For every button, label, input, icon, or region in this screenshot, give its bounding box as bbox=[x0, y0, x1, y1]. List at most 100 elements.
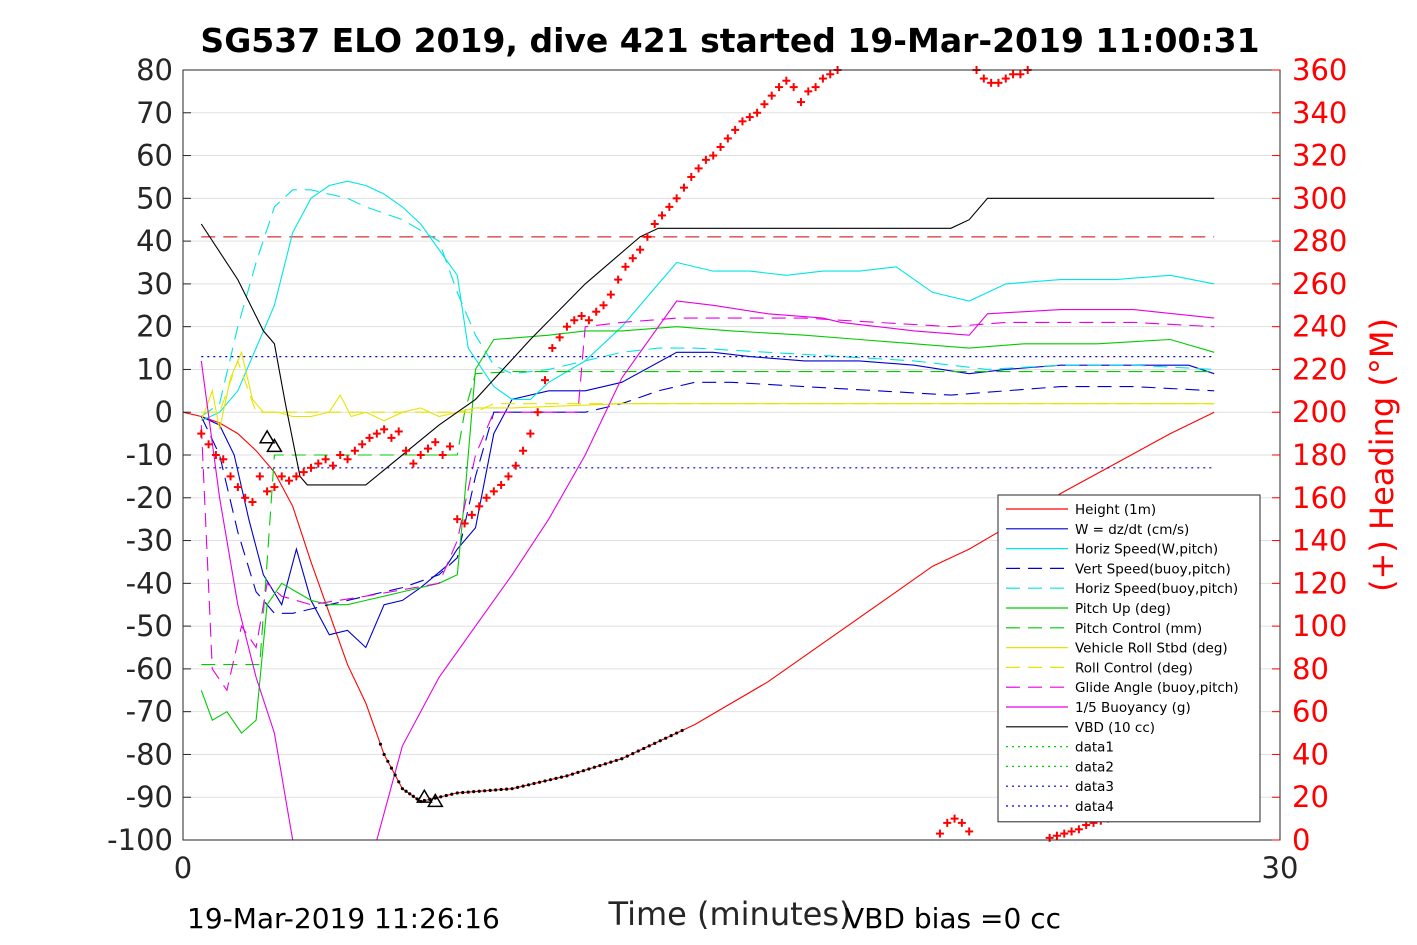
heading-marker bbox=[628, 254, 637, 263]
legend-box bbox=[997, 494, 1261, 823]
left-tick-label: 10 bbox=[136, 352, 173, 386]
heading-marker bbox=[277, 472, 286, 481]
heading-marker bbox=[1067, 827, 1076, 836]
heading-marker bbox=[1016, 70, 1025, 79]
series-glide-angle-buoy-pitch bbox=[200, 317, 1215, 692]
height-sample-dot bbox=[444, 793, 448, 798]
x-axis-ticks: 0 30 bbox=[174, 832, 1299, 885]
heading-marker bbox=[672, 194, 681, 203]
heading-marker bbox=[402, 446, 411, 455]
heading-marker bbox=[438, 451, 447, 459]
left-tick-label: -50 bbox=[126, 609, 173, 643]
height-sample-dot bbox=[592, 765, 596, 769]
heading-marker bbox=[489, 487, 498, 496]
heading-marker bbox=[731, 125, 740, 134]
height-sample-dot bbox=[393, 773, 397, 777]
legend-entry: data3 bbox=[1006, 779, 1114, 795]
heading-marker bbox=[394, 427, 403, 436]
heading-marker bbox=[614, 275, 623, 284]
right-axis-label: (+) Heading (°M) bbox=[1363, 318, 1401, 592]
height-sample-dot bbox=[526, 783, 531, 787]
heading-marker bbox=[306, 463, 315, 472]
height-sample-dot bbox=[532, 781, 536, 786]
height-sample-dot bbox=[488, 788, 492, 792]
left-tick-label: 30 bbox=[136, 267, 173, 301]
legend-entry: data2 bbox=[1006, 759, 1114, 775]
height-sample-dot bbox=[389, 766, 394, 770]
heading-marker bbox=[548, 344, 557, 353]
height-sample-dot bbox=[680, 728, 684, 733]
left-tick-label: -100 bbox=[107, 823, 173, 857]
heading-marker bbox=[460, 519, 469, 528]
heading-marker bbox=[1082, 821, 1091, 830]
height-sample-dot bbox=[587, 767, 591, 771]
right-tick-label: 340 bbox=[1292, 96, 1347, 130]
height-sample-dot bbox=[415, 797, 419, 801]
right-tick-label: 20 bbox=[1292, 780, 1329, 814]
legend: Height (1m) W = dz/dt (cm/s) Horiz Speed(W… bbox=[997, 494, 1261, 823]
legend-entry: Glide Angle (buoy,pitch) bbox=[1006, 680, 1239, 696]
legend-label: W = dz/dt (cm/s) bbox=[1075, 522, 1189, 538]
heading-marker bbox=[380, 425, 389, 434]
right-tick-label: 300 bbox=[1292, 181, 1347, 215]
right-tick-label: 160 bbox=[1292, 481, 1347, 515]
heading-marker bbox=[599, 301, 608, 310]
heading-marker bbox=[519, 446, 528, 455]
height-sample-dot bbox=[598, 763, 602, 768]
x-tick-label: 0 bbox=[174, 851, 192, 885]
legend-entry: data4 bbox=[1006, 799, 1114, 815]
footer-timestamp: 19-Mar-2019 11:26:16 bbox=[187, 902, 500, 935]
right-tick-label: 80 bbox=[1292, 652, 1329, 686]
height-sample-dot bbox=[404, 789, 408, 793]
heading-marker bbox=[1060, 829, 1069, 838]
chart-title: SG537 ELO 2019, dive 421 started 19-Mar-… bbox=[200, 21, 1259, 60]
series-horiz-speed-w-pitch bbox=[201, 180, 1215, 422]
right-tick-label: 0 bbox=[1292, 823, 1310, 857]
heading-marker bbox=[811, 83, 820, 92]
heading-marker bbox=[241, 493, 250, 502]
heading-marker bbox=[775, 83, 784, 92]
heading-marker bbox=[1001, 74, 1010, 83]
heading-marker bbox=[299, 468, 308, 477]
heading-marker bbox=[694, 164, 703, 173]
height-sample-dot bbox=[576, 770, 580, 775]
legend-entry: Roll Control (deg) bbox=[1006, 660, 1193, 676]
legend-label: Pitch Up (deg) bbox=[1075, 601, 1171, 617]
heading-marker bbox=[504, 472, 513, 481]
series-horiz-speed-buoy-pitch bbox=[200, 189, 1215, 417]
legend-entry: Vert Speed(buoy,pitch) bbox=[1006, 561, 1231, 577]
heading-marker bbox=[467, 510, 476, 519]
series-roll-control-deg bbox=[201, 359, 1215, 413]
legend-entry: Horiz Speed(W,pitch) bbox=[1006, 542, 1218, 558]
series-vert-speed-buoy-pitch bbox=[200, 381, 1215, 614]
heading-marker bbox=[321, 455, 330, 464]
heading-marker bbox=[950, 814, 959, 823]
legend-label: Height (1m) bbox=[1075, 502, 1156, 518]
height-sample-dot bbox=[466, 790, 470, 794]
height-sample-dot bbox=[653, 741, 657, 745]
legend-label: Pitch Control (mm) bbox=[1075, 621, 1202, 637]
right-tick-label: 120 bbox=[1292, 566, 1347, 600]
heading-marker bbox=[745, 113, 754, 122]
x-tick-label: 30 bbox=[1262, 851, 1299, 885]
heading-marker bbox=[233, 483, 242, 492]
right-tick-label: 180 bbox=[1292, 438, 1347, 472]
legend-entry: data1 bbox=[1006, 740, 1114, 756]
series-pitch-control-mm bbox=[201, 371, 1215, 666]
heading-marker bbox=[343, 455, 352, 464]
height-sample-dot bbox=[378, 742, 383, 746]
legend-label: Vert Speed(buoy,pitch) bbox=[1075, 561, 1231, 577]
height-sample-dot bbox=[603, 762, 607, 766]
height-sample-dot bbox=[521, 784, 525, 788]
heading-marker bbox=[511, 461, 520, 470]
left-tick-label: -20 bbox=[126, 481, 173, 515]
heading-marker bbox=[796, 98, 805, 107]
height-sample-dot bbox=[625, 754, 629, 758]
heading-marker bbox=[606, 290, 615, 299]
height-sample-dot bbox=[664, 736, 668, 740]
heading-marker bbox=[687, 172, 696, 181]
left-axis-ticks: 80 70 60 50 40 30 20 10 0 -10 -20 -30 -40 -50 -60 -70 -8… bbox=[107, 53, 191, 857]
height-sample-dot bbox=[581, 769, 586, 773]
legend-label: data1 bbox=[1075, 740, 1114, 756]
heading-marker bbox=[979, 74, 988, 83]
